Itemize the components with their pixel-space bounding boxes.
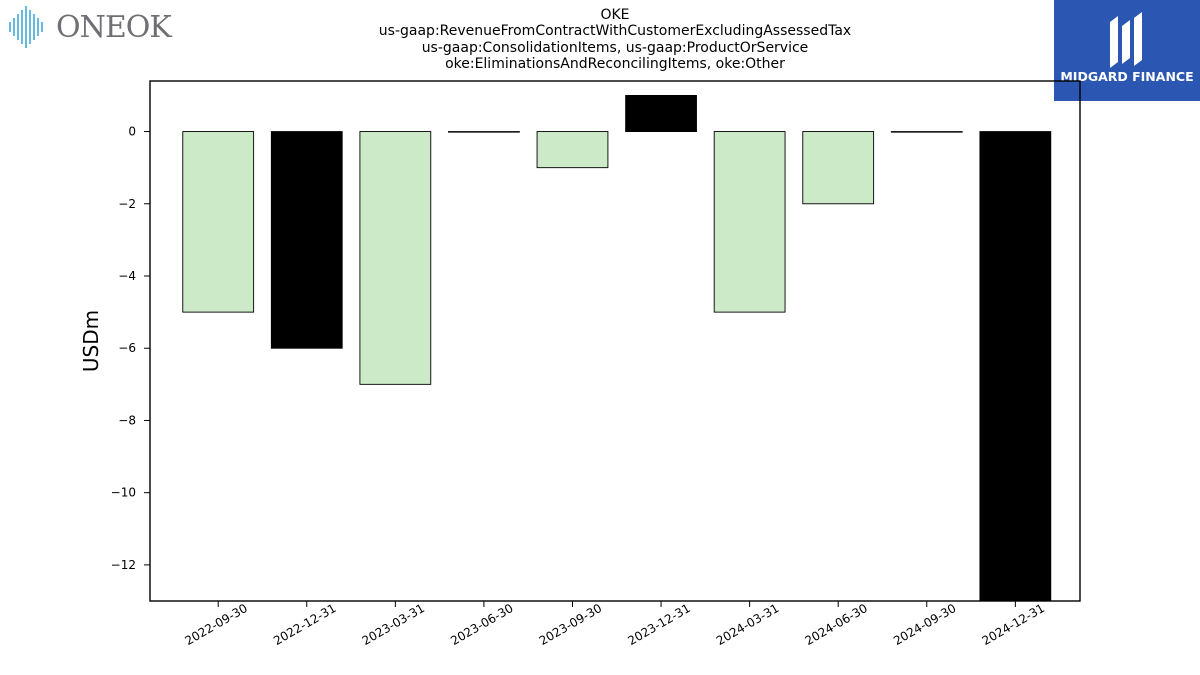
title-line-4: oke:EliminationsAndReconcilingItems, oke… — [445, 56, 785, 73]
y-tick-label: 0 — [128, 125, 136, 139]
x-tick-label: 2024-12-31 — [980, 601, 1047, 648]
x-tick-label: 2023-09-30 — [537, 601, 604, 648]
y-tick-label: −2 — [118, 197, 136, 211]
x-tick-label: 2023-03-31 — [360, 601, 427, 648]
x-tick-label: 2022-12-31 — [271, 601, 338, 648]
x-tick-label: 2023-06-30 — [448, 601, 515, 648]
x-tick-label: 2024-09-30 — [891, 601, 958, 648]
midgard-logo-text: MIDGARD FINANCE — [1060, 69, 1194, 84]
bar-2024-09-30 — [890, 131, 963, 133]
bar-2023-06-30 — [448, 131, 520, 133]
bar-2022-09-30 — [182, 131, 255, 313]
x-tick-label: 2023-12-31 — [625, 601, 692, 648]
x-tick-label: 2024-03-31 — [714, 601, 781, 648]
midgard-logo: MIDGARD FINANCE — [1054, 0, 1200, 101]
y-tick-label: −12 — [111, 558, 136, 572]
bar-2024-12-31 — [979, 131, 1052, 602]
x-tick-label: 2022-09-30 — [182, 601, 249, 648]
title-line-3: us-gaap:ConsolidationItems, us-gaap:Prod… — [421, 39, 809, 56]
oneok-logo: ONEOK — [4, 4, 172, 50]
midgard-emblem-icon — [1110, 12, 1142, 68]
bar-2024-03-31 — [713, 131, 786, 313]
y-axis: 0 −2 −4 −6 −8 −10 −12 — [111, 125, 150, 572]
y-tick-label: −4 — [118, 269, 136, 283]
y-tick-label: −8 — [118, 413, 136, 427]
y-axis-label: USDm — [79, 310, 103, 372]
chart-title: OKE us-gaap:RevenueFromContractWithCusto… — [150, 7, 1080, 73]
y-tick-label: −10 — [111, 486, 136, 500]
oneok-logo-text: ONEOK — [56, 10, 172, 45]
x-axis: 2022-09-30 2022-12-31 2023-03-31 2023-06-30… — [182, 601, 1047, 648]
title-line-1: OKE — [600, 7, 630, 23]
bar-2023-09-30 — [536, 131, 609, 169]
plot-frame — [149, 80, 1081, 602]
oneok-diamond-icon — [9, 6, 43, 48]
bar-2022-12-31 — [270, 131, 343, 349]
bars-group — [182, 94, 1052, 602]
title-line-2: us-gaap:RevenueFromContractWithCustomerE… — [378, 23, 852, 40]
bar-2023-12-31 — [625, 94, 697, 133]
bar-2024-06-30 — [802, 131, 875, 205]
bar-2023-03-31 — [359, 131, 432, 385]
x-tick-label: 2024-06-30 — [802, 601, 869, 648]
y-tick-label: −6 — [118, 341, 136, 355]
